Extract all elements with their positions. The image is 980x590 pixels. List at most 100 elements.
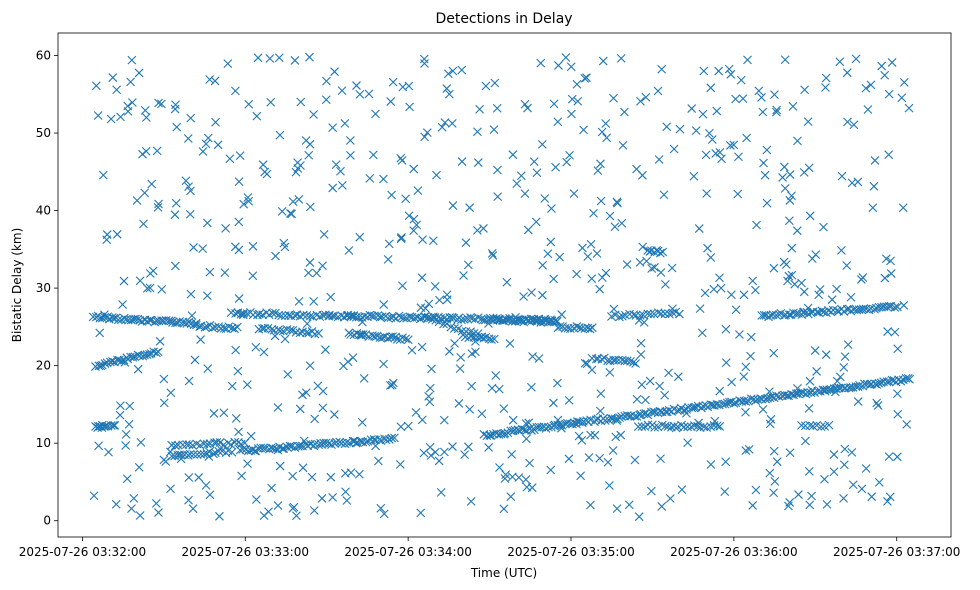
scatter-point bbox=[603, 457, 613, 467]
scatter-point bbox=[526, 382, 536, 392]
scatter-point bbox=[279, 238, 289, 248]
scatter-point bbox=[425, 383, 435, 393]
scatter-point bbox=[662, 122, 672, 132]
scatter-point bbox=[743, 55, 752, 65]
scatter-point bbox=[372, 331, 382, 341]
scatter-point bbox=[549, 398, 558, 408]
scatter-point bbox=[579, 125, 588, 135]
scatter-point bbox=[111, 499, 121, 509]
scatter-point bbox=[444, 89, 454, 99]
scatter-point bbox=[683, 438, 693, 448]
scatter-point bbox=[108, 73, 118, 82]
scatter-point bbox=[171, 198, 181, 208]
scatter-point bbox=[893, 389, 902, 399]
scatter-point bbox=[351, 438, 361, 448]
scatter-point bbox=[700, 288, 710, 298]
scatter-point bbox=[136, 437, 146, 447]
scatter-point bbox=[812, 367, 821, 376]
scatter-point bbox=[694, 224, 704, 233]
scatter-point bbox=[499, 404, 509, 414]
scatter-point bbox=[396, 153, 406, 163]
scatter-point bbox=[463, 442, 473, 452]
scatter-point bbox=[189, 450, 198, 459]
scatter-point bbox=[294, 194, 304, 204]
scatter-point bbox=[694, 418, 703, 428]
scatter-point bbox=[420, 132, 429, 142]
scatter-point bbox=[899, 78, 909, 87]
scatter-point bbox=[305, 361, 315, 371]
scatter-point bbox=[157, 99, 166, 109]
scatter-point bbox=[899, 300, 909, 310]
scatter-point bbox=[376, 503, 386, 513]
scatter-point bbox=[384, 435, 394, 444]
scatter-point bbox=[804, 403, 814, 413]
scatter-point bbox=[309, 296, 319, 306]
scatter-point bbox=[752, 220, 761, 230]
scatter-point bbox=[574, 323, 584, 332]
scatter-point bbox=[142, 283, 152, 293]
scatter-point bbox=[252, 111, 262, 121]
scatter-point bbox=[392, 334, 402, 344]
scatter-point bbox=[736, 75, 746, 85]
scatter-point bbox=[806, 388, 816, 398]
scatter-point bbox=[371, 441, 380, 451]
scatter-point bbox=[251, 495, 261, 504]
scatter-point bbox=[820, 474, 829, 484]
scatter-point bbox=[890, 303, 900, 312]
scatter-point bbox=[231, 413, 241, 423]
y-tick-label: 40 bbox=[36, 204, 51, 218]
scatter-point bbox=[122, 474, 132, 484]
scatter-point bbox=[489, 334, 499, 344]
scatter-point bbox=[305, 52, 314, 62]
scatter-point bbox=[305, 202, 315, 212]
scatter-point bbox=[741, 397, 751, 406]
scatter-point bbox=[769, 446, 779, 456]
scatter-point bbox=[275, 461, 285, 471]
scatter-point bbox=[578, 243, 587, 253]
scatter-point bbox=[673, 372, 683, 382]
scatter-point bbox=[477, 409, 487, 419]
x-axis-label: Time (UTC) bbox=[470, 566, 537, 580]
scatter-point bbox=[507, 472, 517, 482]
scatter-point bbox=[589, 208, 598, 218]
scatter-point bbox=[352, 81, 361, 90]
scatter-point bbox=[99, 310, 109, 320]
scatter-point bbox=[360, 311, 370, 321]
scatter-point bbox=[121, 441, 131, 450]
scatter-point bbox=[784, 310, 794, 320]
scatter-point bbox=[697, 328, 707, 338]
scatter-point bbox=[211, 117, 220, 127]
scatter-point bbox=[721, 457, 731, 467]
scatter-point bbox=[553, 117, 563, 127]
scatter-point bbox=[154, 508, 163, 517]
scatter-point bbox=[398, 333, 407, 343]
scatter-point bbox=[241, 445, 251, 454]
scatter-point bbox=[605, 368, 615, 377]
scatter-point bbox=[109, 420, 118, 430]
scatter-point bbox=[650, 423, 659, 432]
scatter-point bbox=[98, 170, 108, 180]
scatter-point bbox=[177, 450, 186, 460]
scatter-point bbox=[771, 107, 781, 117]
scatter-point bbox=[244, 99, 254, 109]
scatter-point bbox=[100, 312, 110, 322]
scatter-point bbox=[785, 170, 795, 179]
scatter-point bbox=[641, 395, 650, 405]
scatter-point bbox=[675, 124, 685, 134]
scatter-point bbox=[880, 70, 890, 80]
scatter-point bbox=[450, 338, 459, 348]
scatter-point bbox=[618, 141, 628, 150]
scatter-point bbox=[659, 190, 669, 200]
y-tick-label: 50 bbox=[36, 126, 51, 140]
scatter-point bbox=[712, 421, 722, 431]
y-tick-label: 10 bbox=[36, 436, 51, 450]
scatter-point bbox=[466, 497, 476, 506]
scatter-point bbox=[884, 89, 894, 99]
scatter-point bbox=[726, 290, 736, 300]
scatter-point bbox=[106, 421, 116, 430]
scatter-point bbox=[409, 164, 419, 174]
scatter-point bbox=[863, 105, 873, 114]
scatter-point bbox=[435, 295, 444, 305]
scatter-point bbox=[502, 277, 512, 287]
scatter-point bbox=[628, 358, 638, 367]
